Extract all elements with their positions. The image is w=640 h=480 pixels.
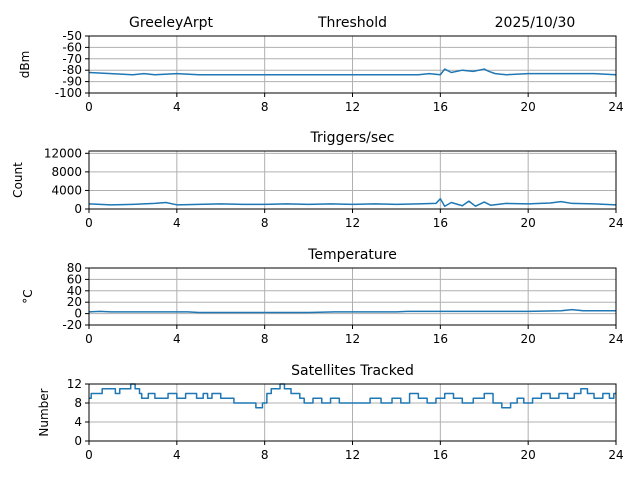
y-tick-label: -90 (62, 75, 82, 89)
x-tick-label: 12 (345, 216, 360, 230)
station-name: GreeleyArpt (129, 15, 214, 31)
y-axis-label: °C (21, 289, 35, 303)
x-tick-label: 24 (608, 332, 623, 346)
chart-panel-2: 0 4 8 12 16 20 24 0 4000 8000 12000 Triggers/sec Cou… (11, 130, 624, 230)
series-line (88, 308, 616, 314)
y-tick-label: 80 (67, 261, 82, 275)
y-tick-label: -80 (62, 63, 82, 77)
x-tick-label: 16 (433, 216, 448, 230)
x-tick-label: 24 (608, 100, 623, 114)
chart-panel-1: 0 4 8 12 16 20 24 -100-90-80-70-60-50 Threshold d… (18, 15, 624, 114)
series-line (88, 198, 617, 207)
y-tick-label: -20 (62, 318, 82, 332)
y-axis-label: dBm (18, 51, 32, 79)
x-tick-label: 0 (85, 332, 93, 346)
y-tick-label: 8000 (51, 165, 82, 179)
y-tick-label: 0 (74, 202, 82, 216)
x-tick-label: 8 (261, 332, 269, 346)
x-tick-label: 4 (173, 448, 181, 462)
x-tick-label: 16 (433, 448, 448, 462)
x-tick-label: 4 (173, 216, 181, 230)
x-tick-label: 4 (173, 332, 181, 346)
y-axis-label: Number (37, 388, 51, 436)
x-tick-label: 8 (261, 448, 269, 462)
x-tick-label: 4 (173, 100, 181, 114)
y-tick-label: 20 (67, 295, 82, 309)
x-tick-label: 12 (345, 100, 360, 114)
x-tick-label: 24 (608, 216, 623, 230)
x-tick-label: 20 (521, 448, 536, 462)
y-tick-label: -60 (62, 40, 82, 54)
y-tick-label: -100 (55, 86, 82, 100)
y-tick-label: -50 (62, 29, 82, 43)
panel-title: Threshold (317, 15, 387, 31)
y-axis-label: Count (11, 162, 25, 198)
y-tick-label: 60 (67, 272, 82, 286)
x-tick-label: 0 (85, 448, 93, 462)
x-tick-label: 12 (345, 448, 360, 462)
y-tick-label: 12000 (44, 146, 82, 160)
y-tick-label: 4 (74, 415, 82, 429)
chart-panel-4: 0 4 8 12 16 20 24 0 4 8 12 Satellites Tracked Number (37, 363, 624, 462)
x-tick-label: 20 (521, 100, 536, 114)
x-tick-label: 20 (521, 332, 536, 346)
series-line (88, 68, 617, 76)
x-tick-label: 8 (261, 216, 269, 230)
y-tick-label: 0 (74, 434, 82, 448)
y-tick-label: 8 (74, 396, 82, 410)
x-tick-label: 16 (433, 100, 448, 114)
panel-title: Temperature (307, 247, 397, 263)
y-tick-label: 0 (74, 307, 82, 321)
y-tick-label: 12 (67, 377, 82, 391)
x-tick-label: 20 (521, 216, 536, 230)
x-tick-label: 16 (433, 332, 448, 346)
x-tick-label: 0 (85, 100, 93, 114)
y-tick-label: -70 (62, 52, 82, 66)
panel-title: Triggers/sec (310, 130, 395, 146)
x-tick-label: 8 (261, 100, 269, 114)
y-tick-label: 40 (67, 284, 82, 298)
report-date: 2025/10/30 (495, 15, 576, 31)
x-tick-label: 0 (85, 216, 93, 230)
x-tick-label: 12 (345, 332, 360, 346)
panel-title: Satellites Tracked (291, 363, 414, 379)
y-tick-label: 4000 (51, 183, 82, 197)
series-line (89, 383, 616, 409)
x-tick-label: 24 (608, 448, 623, 462)
